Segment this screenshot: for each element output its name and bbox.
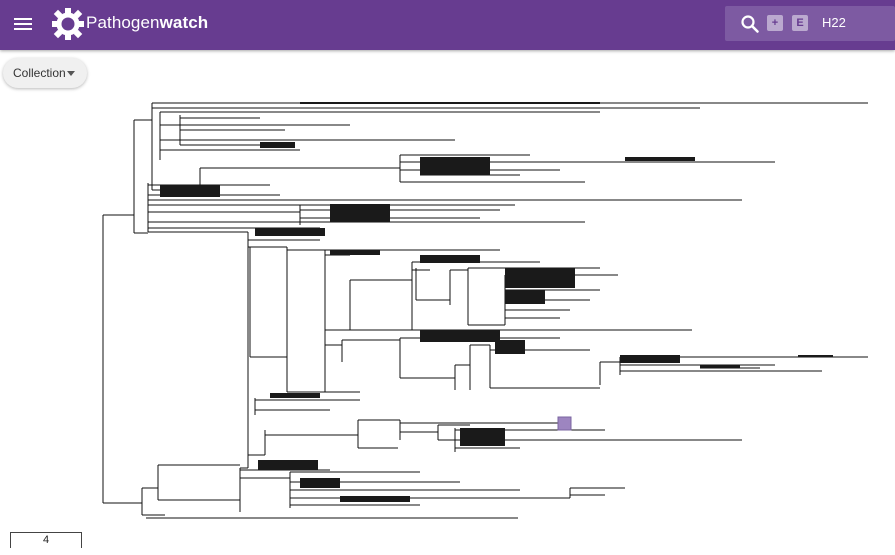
scale-bar xyxy=(10,532,82,548)
brand-bold-text: watch xyxy=(159,13,209,32)
brand-light-text: Pathogen xyxy=(86,13,160,32)
tree-tip-clusters xyxy=(160,102,833,502)
e-filter-chip[interactable]: E xyxy=(792,15,808,31)
phylogenetic-tree[interactable] xyxy=(0,95,895,525)
highlighted-tip-marker[interactable] xyxy=(557,416,572,431)
gear-logo-icon[interactable] xyxy=(50,6,86,42)
top-app-bar: Pathogenwatch + E H22 xyxy=(0,0,895,50)
hamburger-menu-icon[interactable] xyxy=(14,15,34,35)
collection-label: Collection xyxy=(13,66,66,80)
chevron-down-icon xyxy=(67,71,75,76)
app-brand[interactable]: Pathogenwatch xyxy=(86,13,208,33)
scale-bar-value: 4 xyxy=(42,534,50,546)
search-icon[interactable] xyxy=(740,14,760,34)
add-filter-chip[interactable]: + xyxy=(767,15,783,31)
collection-dropdown-button[interactable]: Collection xyxy=(3,58,87,88)
search-query[interactable]: H22 xyxy=(822,15,846,30)
